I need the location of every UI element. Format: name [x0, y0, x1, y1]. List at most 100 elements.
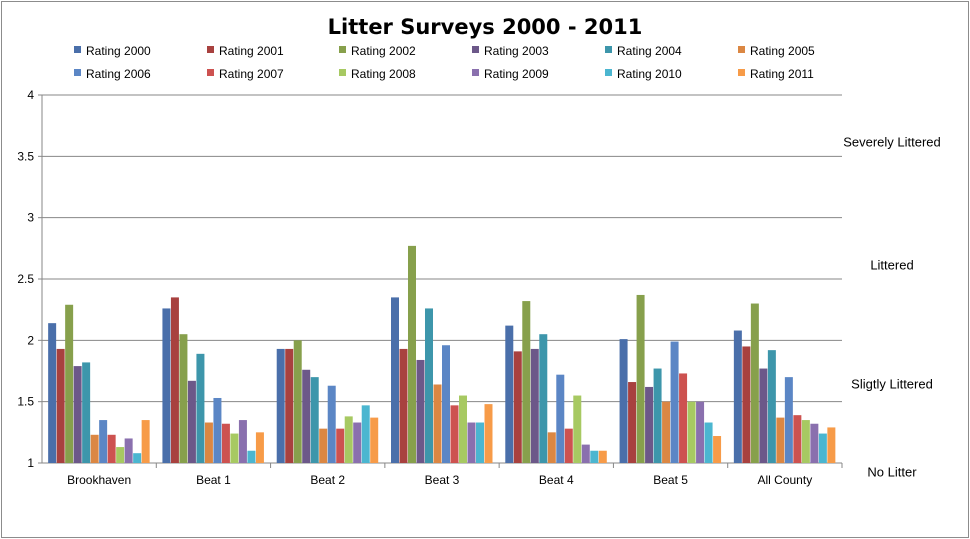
bar: [484, 404, 493, 463]
bar: [742, 346, 751, 463]
bar: [302, 369, 311, 463]
bar: [310, 377, 319, 463]
legend-entry: Rating 2000: [86, 44, 151, 58]
chart-title: Litter Surveys 2000 - 2011: [328, 15, 643, 39]
bar: [733, 330, 742, 463]
bar: [696, 401, 705, 463]
bar: [391, 297, 399, 463]
bar: [408, 245, 416, 463]
x-tick-label: Beat 1: [196, 473, 231, 487]
bar: [361, 405, 370, 463]
bar: [619, 339, 628, 463]
y-tick-label: 4: [27, 88, 34, 102]
bar: [116, 447, 125, 463]
bar: [670, 341, 679, 463]
bar: [767, 350, 776, 463]
bar: [776, 417, 785, 463]
rating-band-labels: Severely Littered Littered Sligtly Littere…: [843, 135, 941, 480]
legend-entry: Rating 2001: [219, 44, 284, 58]
bar: [687, 401, 696, 463]
bar: [442, 345, 450, 463]
bar: [476, 422, 484, 463]
legend-entry: Rating 2009: [484, 67, 549, 81]
bar: [221, 423, 230, 463]
bar: [370, 417, 379, 463]
bar: [547, 432, 556, 463]
x-tick-label: Brookhaven: [67, 473, 131, 487]
bar: [433, 384, 442, 463]
bar: [704, 422, 713, 463]
y-tick-label: 2: [27, 333, 34, 347]
legend-entry: Rating 2008: [351, 67, 416, 81]
bar: [713, 436, 722, 463]
bar: [336, 428, 345, 463]
bar: [564, 428, 573, 463]
bar: [827, 427, 836, 463]
bar: [636, 294, 645, 463]
bar: [179, 334, 188, 463]
y-tick-label: 3.5: [17, 149, 34, 163]
bar: [124, 438, 133, 463]
bar: [82, 362, 91, 463]
bar: [573, 395, 582, 463]
bar: [285, 348, 294, 463]
bar: [505, 325, 514, 463]
bar: [653, 368, 662, 463]
bar: [801, 420, 810, 463]
bar: [65, 304, 74, 463]
bar: [662, 401, 671, 463]
y-tick-label: 3: [27, 211, 34, 225]
bar: [399, 348, 408, 463]
bar: [107, 434, 116, 463]
legend-swatch: [74, 69, 81, 76]
bar: [353, 422, 362, 463]
bar: [90, 434, 99, 463]
legend-swatch: [738, 69, 745, 76]
bar: [170, 297, 179, 463]
legend-entry: Rating 2011: [750, 67, 814, 81]
legend-swatch: [605, 69, 612, 76]
legend-swatch: [207, 46, 214, 53]
bar: [810, 423, 819, 463]
bar: [56, 348, 65, 463]
bar: [204, 422, 213, 463]
bar: [467, 422, 476, 463]
bar: [187, 380, 196, 463]
bar: [750, 303, 759, 463]
bar: [679, 373, 688, 463]
legend-entry: Rating 2007: [219, 67, 284, 81]
legend-entry: Rating 2002: [351, 44, 416, 58]
x-tick-label: Beat 4: [539, 473, 574, 487]
band-label: No Litter: [867, 465, 917, 480]
bar: [522, 301, 531, 463]
bar: [645, 386, 654, 463]
y-tick-label: 1.5: [17, 395, 34, 409]
bars: [48, 245, 836, 463]
legend-swatch: [207, 69, 214, 76]
bar: [598, 450, 607, 463]
bar: [513, 351, 522, 463]
bar: [141, 420, 150, 463]
bar: [425, 308, 433, 463]
bar: [590, 450, 599, 463]
legend-swatch: [74, 46, 81, 53]
bar: [327, 385, 336, 463]
bar: [416, 359, 425, 463]
bar: [344, 416, 353, 463]
bar: [247, 450, 256, 463]
legend: Rating 2000 Rating 2001 Rating 2002 Rating …: [74, 44, 815, 81]
bar: [48, 323, 57, 463]
bar: [99, 420, 108, 463]
band-label: Littered: [870, 257, 913, 272]
band-label: Severely Littered: [843, 135, 941, 150]
x-tick-label: All County: [758, 473, 813, 487]
bar: [450, 405, 459, 463]
y-tick-label: 1: [27, 456, 34, 470]
legend-entry: Rating 2006: [86, 67, 151, 81]
bar: [459, 395, 467, 463]
bar: [230, 433, 239, 463]
bar: [255, 432, 264, 463]
bar: [628, 382, 637, 463]
bar: [73, 366, 82, 463]
